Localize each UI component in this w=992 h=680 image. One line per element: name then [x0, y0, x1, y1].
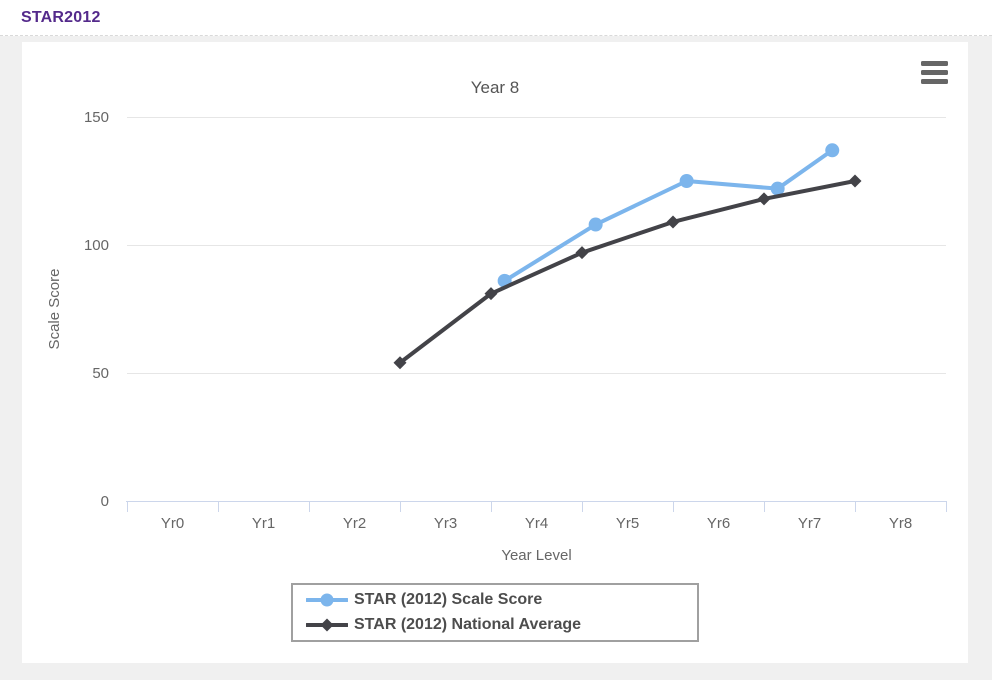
- y-axis-title: Scale Score: [46, 268, 63, 350]
- chart-panel: 0 50 100 150 Yr0 Yr1 Yr2 Yr3 Yr4 Yr5 Yr6 Yr7 Yr8 Yea…: [22, 42, 968, 663]
- data-point[interactable]: [666, 215, 680, 229]
- x-axis-title: Year Level: [501, 547, 572, 564]
- hamburger-icon: [921, 70, 948, 75]
- data-point[interactable]: [757, 192, 771, 206]
- legend-label: STAR (2012) National Average: [354, 616, 582, 633]
- y-tick-label: 150: [84, 109, 109, 126]
- x-tick-label: Yr3: [434, 515, 457, 532]
- chart-title: Year 8: [470, 78, 520, 97]
- hamburger-icon: [921, 61, 948, 66]
- x-tick-label: Yr2: [343, 515, 366, 532]
- chart-context-menu-button[interactable]: [920, 59, 949, 86]
- hamburger-icon: [921, 79, 948, 84]
- data-point[interactable]: [825, 143, 840, 158]
- legend-marker-circle-icon: [306, 593, 348, 607]
- x-tick-label: Yr1: [252, 515, 275, 532]
- y-tick-label: 0: [101, 493, 109, 510]
- page-header: STAR2012: [0, 0, 992, 36]
- data-point[interactable]: [484, 287, 498, 301]
- data-point[interactable]: [679, 174, 694, 188]
- series-line: [502, 148, 835, 283]
- legend-sample-marker: [320, 618, 334, 632]
- y-tick-label: 100: [84, 237, 109, 254]
- y-tick-label: 50: [92, 365, 109, 382]
- x-tick-label: Yr0: [161, 515, 184, 532]
- legend-item[interactable]: STAR (2012) Scale Score: [306, 588, 697, 612]
- chart-legend: STAR (2012) Scale Score STAR (2012) Natio…: [291, 583, 699, 642]
- x-tick-label: Yr7: [798, 515, 821, 532]
- data-point[interactable]: [588, 217, 603, 232]
- page-title: STAR2012: [21, 9, 101, 26]
- data-point[interactable]: [770, 181, 785, 196]
- series-line: [398, 179, 857, 365]
- x-tick-label: Yr5: [616, 515, 639, 532]
- x-tick-label: Yr8: [889, 515, 912, 532]
- legend-label: STAR (2012) Scale Score: [354, 591, 543, 608]
- legend-item[interactable]: STAR (2012) National Average: [306, 613, 697, 637]
- x-tick-label: Yr6: [707, 515, 730, 532]
- data-point[interactable]: [848, 174, 862, 188]
- legend-marker-diamond-icon: [306, 618, 348, 632]
- legend-sample-marker: [320, 593, 334, 607]
- x-tick-label: Yr4: [525, 515, 548, 532]
- chart-plot: 0 50 100 150 Yr0 Yr1 Yr2 Yr3 Yr4 Yr5 Yr6 Yr7 Yr8: [84, 109, 947, 532]
- data-point[interactable]: [393, 356, 407, 370]
- data-point[interactable]: [575, 246, 589, 260]
